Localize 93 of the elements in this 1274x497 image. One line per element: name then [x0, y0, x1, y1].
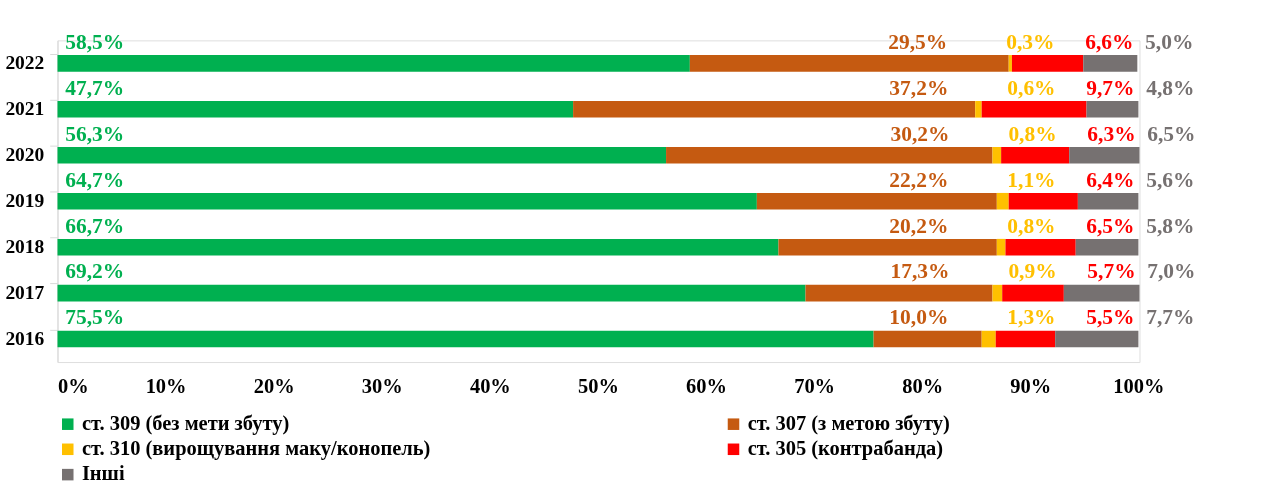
data-label: 6,3% — [1087, 121, 1136, 146]
data-label: 5,8% — [1146, 213, 1195, 238]
data-label: 29,5% — [888, 29, 948, 54]
x-tick-label: 90% — [1010, 374, 1052, 397]
y-tick-label: 2019 — [5, 190, 45, 212]
bar — [995, 330, 1056, 348]
bar — [873, 330, 982, 348]
bar — [57, 330, 874, 348]
data-label: 56,3% — [65, 121, 125, 146]
data-label: 6,5% — [1086, 213, 1135, 238]
bar — [1008, 55, 1012, 72]
bar — [57, 55, 690, 72]
bar — [689, 55, 1009, 72]
x-tick-label: 80% — [902, 374, 944, 397]
bar — [996, 238, 1006, 256]
data-label: 69,2% — [65, 259, 125, 284]
data-label: 22,2% — [889, 167, 949, 192]
data-label: 7,0% — [1147, 259, 1196, 284]
data-label: 64,7% — [65, 167, 125, 192]
legend-label: ст. 305 (контрабанда) — [747, 437, 944, 461]
data-label: 4,8% — [1146, 75, 1195, 100]
x-tick-label: 50% — [577, 374, 619, 397]
data-label: 20,2% — [889, 213, 949, 238]
data-label: 47,7% — [65, 75, 125, 100]
x-tick-label: 30% — [361, 374, 403, 397]
bar — [981, 330, 996, 348]
data-label: 0,6% — [1007, 75, 1056, 100]
data-label: 75,5% — [65, 305, 125, 330]
data-label: 17,3% — [890, 259, 950, 284]
bar — [1008, 192, 1078, 210]
data-label: 5,0% — [1145, 29, 1194, 54]
bar — [666, 146, 993, 164]
bar — [573, 101, 976, 118]
data-label: 0,9% — [1008, 259, 1057, 284]
legend-label: ст. 310 (вирощування маку/конопель) — [81, 437, 431, 461]
data-label: 37,2% — [889, 75, 949, 100]
y-tick-label: 2020 — [5, 144, 45, 166]
bar — [57, 101, 574, 118]
bar — [756, 192, 997, 210]
y-tick-label: 2017 — [5, 281, 45, 303]
bar — [1063, 284, 1140, 302]
bar — [57, 192, 757, 210]
bar — [1001, 146, 1070, 164]
data-label: 0,8% — [1007, 213, 1056, 238]
bar — [1069, 146, 1140, 164]
x-tick-label: 20% — [253, 374, 295, 397]
x-tick-label: 10% — [145, 374, 187, 397]
bar — [1011, 55, 1084, 72]
bar — [1055, 330, 1139, 348]
y-tick-label: 2021 — [5, 98, 45, 120]
data-label: 9,7% — [1086, 75, 1135, 100]
bar — [1005, 238, 1076, 256]
data-label: 1,1% — [1007, 167, 1056, 192]
y-tick-label: 2022 — [5, 52, 45, 74]
data-label: 6,4% — [1086, 167, 1135, 192]
bar — [57, 146, 667, 164]
data-label: 1,3% — [1007, 305, 1056, 330]
data-label: 30,2% — [890, 121, 950, 146]
data-label: 7,7% — [1146, 305, 1195, 330]
y-tick-label: 2016 — [5, 327, 45, 349]
bar — [981, 101, 1087, 118]
legend-label: ст. 309 (без мети збуту) — [81, 412, 290, 436]
x-tick-label: 40% — [469, 374, 511, 397]
data-label: 58,5% — [65, 29, 125, 54]
bar — [805, 284, 993, 302]
data-label: 5,6% — [1146, 167, 1195, 192]
x-tick-label: 100% — [1113, 374, 1165, 397]
x-tick-label: 70% — [794, 374, 836, 397]
data-label: 66,7% — [65, 213, 125, 238]
data-label: 5,7% — [1087, 259, 1136, 284]
data-label: 6,5% — [1147, 121, 1196, 146]
bar — [992, 284, 1003, 302]
bar — [1075, 238, 1139, 256]
bar — [57, 284, 806, 302]
bar — [1083, 55, 1138, 72]
bar — [1077, 192, 1139, 210]
legend-label: ст. 307 (з метою збуту) — [747, 412, 950, 436]
bar — [1002, 284, 1064, 302]
legend-label: Інші — [81, 462, 125, 485]
bar — [992, 146, 1002, 164]
data-label: 6,6% — [1085, 29, 1134, 54]
bar — [1086, 101, 1139, 118]
data-label: 10,0% — [889, 305, 949, 330]
data-label: 0,3% — [1006, 29, 1055, 54]
x-tick-label: 60% — [686, 374, 727, 397]
bar — [57, 238, 779, 256]
bar — [975, 101, 982, 118]
data-label: 5,5% — [1086, 305, 1135, 330]
bar — [778, 238, 997, 256]
x-tick-label: 0% — [58, 374, 89, 397]
bar — [996, 192, 1009, 210]
y-tick-label: 2018 — [5, 236, 45, 258]
data-label: 0,8% — [1008, 121, 1057, 146]
